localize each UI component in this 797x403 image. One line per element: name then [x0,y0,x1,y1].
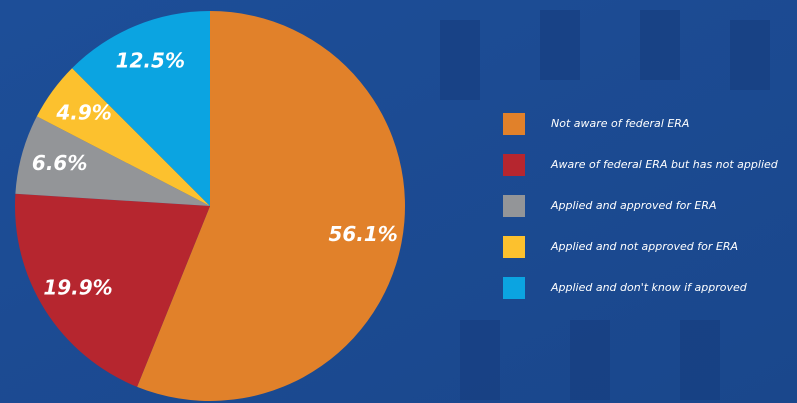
legend-swatch [503,277,525,299]
slice-label: 12.5% [116,48,185,72]
building-pattern [440,10,770,400]
legend: Not aware of federal ERA Aware of federal… [503,113,779,299]
pie: 56.1% 19.9% 6.6% 4.9% 12.5% [14,11,406,401]
pie-slice [72,11,211,206]
legend-label: Aware of federal ERA but has not applied [550,158,779,171]
legend-label: Not aware of federal ERA [551,117,689,130]
legend-swatch [503,113,525,135]
slice-label: 4.9% [55,100,111,124]
pie-slice [14,193,210,387]
legend-swatch [503,195,525,217]
slice-label: 56.1% [328,222,397,246]
legend-label: Applied and not approved for ERA [550,240,738,253]
legend-label: Applied and approved for ERA [550,199,717,212]
legend-swatch [503,236,525,258]
pie-slice [36,68,211,207]
legend-swatch [503,154,525,176]
pie-slice [15,116,211,206]
legend-label: Applied and don't know if approved [550,281,748,294]
slice-label: 6.6% [32,151,87,175]
pie-slice [137,11,406,401]
slice-label: 19.9% [43,276,112,300]
